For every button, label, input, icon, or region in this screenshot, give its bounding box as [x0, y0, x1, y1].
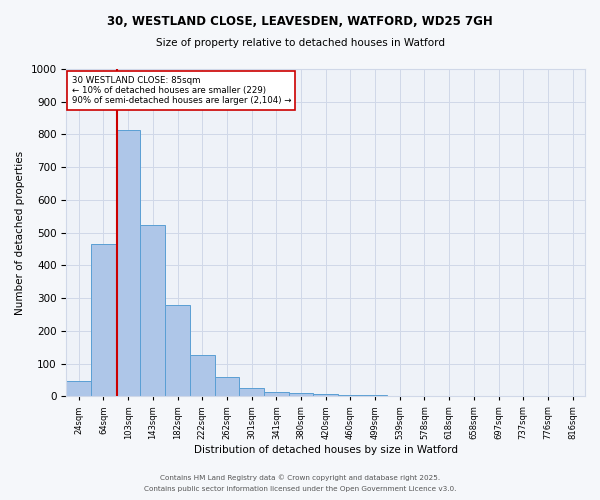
Bar — [165, 304, 190, 396]
Bar — [338, 395, 363, 396]
Bar — [190, 355, 215, 397]
Bar — [116, 130, 140, 396]
Text: Contains public sector information licensed under the Open Government Licence v3: Contains public sector information licen… — [144, 486, 456, 492]
Text: Size of property relative to detached houses in Watford: Size of property relative to detached ho… — [155, 38, 445, 48]
Text: 30, WESTLAND CLOSE, LEAVESDEN, WATFORD, WD25 7GH: 30, WESTLAND CLOSE, LEAVESDEN, WATFORD, … — [107, 15, 493, 28]
X-axis label: Distribution of detached houses by size in Watford: Distribution of detached houses by size … — [194, 445, 458, 455]
Bar — [140, 224, 165, 396]
Bar — [313, 394, 338, 396]
Bar — [215, 377, 239, 396]
Bar — [91, 244, 116, 396]
Text: Contains HM Land Registry data © Crown copyright and database right 2025.: Contains HM Land Registry data © Crown c… — [160, 474, 440, 481]
Bar — [239, 388, 264, 396]
Bar — [67, 381, 91, 396]
Bar — [264, 392, 289, 396]
Text: 30 WESTLAND CLOSE: 85sqm
← 10% of detached houses are smaller (229)
90% of semi-: 30 WESTLAND CLOSE: 85sqm ← 10% of detach… — [71, 76, 291, 106]
Y-axis label: Number of detached properties: Number of detached properties — [15, 150, 25, 315]
Bar — [289, 393, 313, 396]
